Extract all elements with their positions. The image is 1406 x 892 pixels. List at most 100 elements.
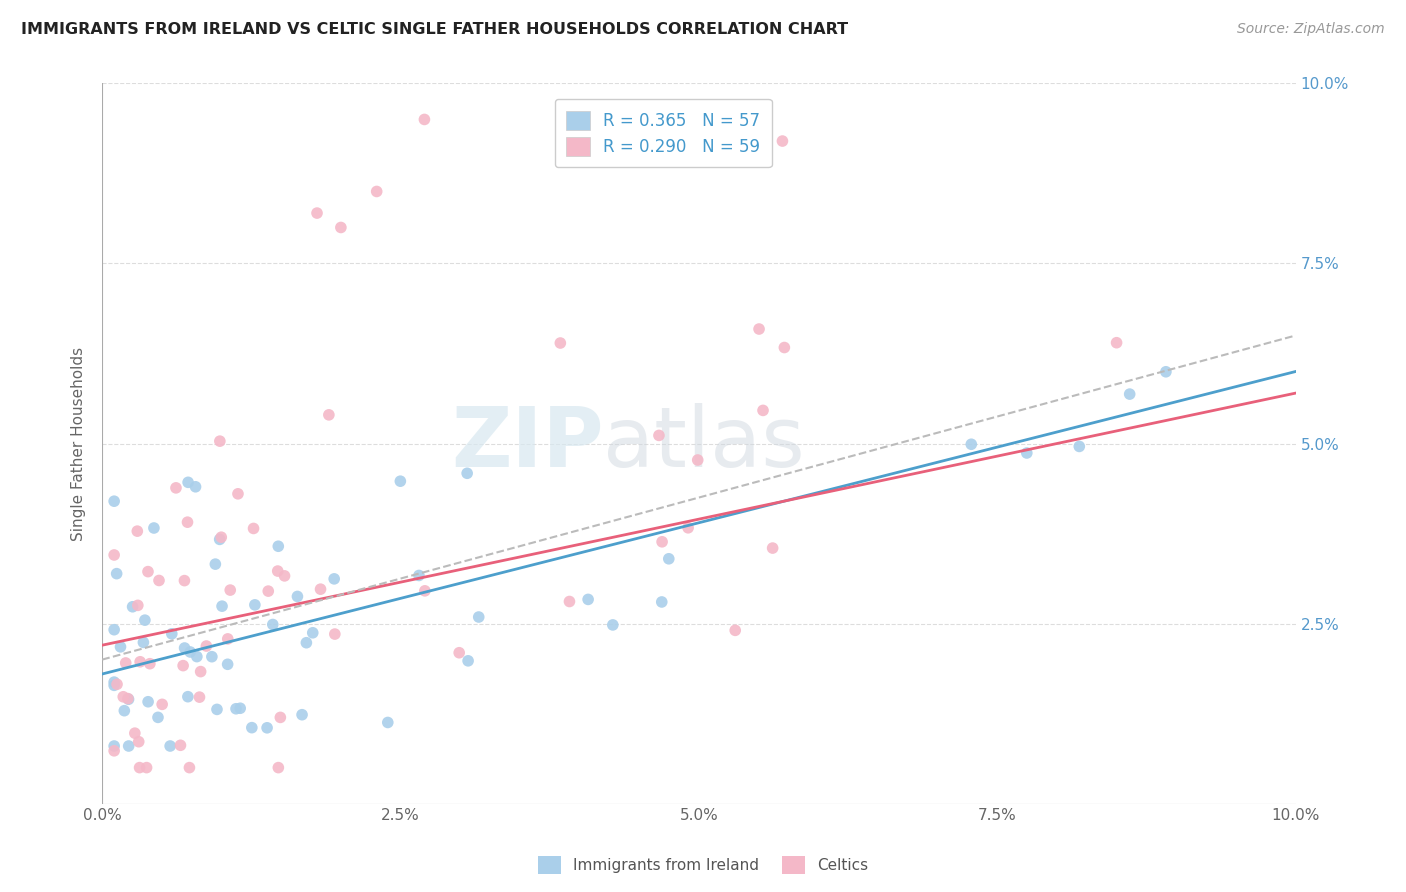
Point <box>229 701 252 715</box>
Point <box>576 592 599 607</box>
Point <box>323 627 346 641</box>
Point <box>142 521 165 535</box>
Point <box>105 677 128 691</box>
Point <box>217 632 239 646</box>
Point <box>177 475 200 490</box>
Point <box>295 636 318 650</box>
Point <box>651 534 673 549</box>
Point <box>323 572 346 586</box>
Point <box>226 487 249 501</box>
Point <box>103 744 125 758</box>
Point <box>309 582 332 597</box>
Point <box>240 721 263 735</box>
Point <box>201 649 224 664</box>
Point <box>267 761 290 775</box>
Point <box>186 649 208 664</box>
Point <box>148 574 170 588</box>
Point <box>136 695 159 709</box>
Point <box>648 428 671 442</box>
Y-axis label: Single Father Households: Single Father Households <box>72 346 86 541</box>
Point <box>1118 387 1140 401</box>
Text: atlas: atlas <box>603 403 806 484</box>
Point <box>132 635 155 649</box>
Point <box>127 599 149 613</box>
Point <box>128 735 150 749</box>
Point <box>150 698 173 712</box>
Point <box>1069 439 1091 453</box>
Point <box>173 640 195 655</box>
Point <box>124 726 146 740</box>
Point <box>686 453 709 467</box>
Legend: R = 0.365   N = 57, R = 0.290   N = 59: R = 0.365 N = 57, R = 0.290 N = 59 <box>554 99 772 168</box>
Point <box>103 548 125 562</box>
Point <box>121 599 143 614</box>
Point <box>219 583 242 598</box>
Point <box>770 134 793 148</box>
Point <box>676 521 699 535</box>
Point <box>467 610 489 624</box>
Point <box>165 481 187 495</box>
Point <box>456 467 478 481</box>
Point <box>136 565 159 579</box>
Point <box>242 521 264 535</box>
Point <box>413 112 436 127</box>
Point <box>204 557 226 571</box>
Point <box>208 533 231 547</box>
Text: Source: ZipAtlas.com: Source: ZipAtlas.com <box>1237 22 1385 37</box>
Point <box>209 530 232 544</box>
Point <box>205 702 228 716</box>
Point <box>329 220 352 235</box>
Text: IMMIGRANTS FROM IRELAND VS CELTIC SINGLE FATHER HOUSEHOLDS CORRELATION CHART: IMMIGRANTS FROM IRELAND VS CELTIC SINGLE… <box>21 22 848 37</box>
Point <box>724 624 747 638</box>
Point <box>366 185 388 199</box>
Point <box>117 692 139 706</box>
Point <box>184 480 207 494</box>
Point <box>134 613 156 627</box>
Point <box>177 690 200 704</box>
Text: ZIP: ZIP <box>451 403 603 484</box>
Point <box>176 515 198 529</box>
Point <box>550 336 572 351</box>
Point <box>389 474 412 488</box>
Point <box>1105 335 1128 350</box>
Point <box>160 627 183 641</box>
Point <box>128 761 150 775</box>
Point <box>762 541 785 555</box>
Point <box>267 539 290 553</box>
Point <box>558 594 581 608</box>
Legend: Immigrants from Ireland, Celtics: Immigrants from Ireland, Celtics <box>531 850 875 880</box>
Point <box>257 584 280 599</box>
Point <box>135 761 157 775</box>
Point <box>773 341 796 355</box>
Point <box>110 640 132 654</box>
Point <box>269 710 291 724</box>
Point <box>748 322 770 336</box>
Point <box>267 564 290 578</box>
Point <box>179 645 201 659</box>
Point <box>159 739 181 753</box>
Point <box>190 665 212 679</box>
Point <box>217 657 239 672</box>
Point <box>273 569 295 583</box>
Point <box>602 618 624 632</box>
Point <box>103 623 125 637</box>
Point <box>960 437 983 451</box>
Point <box>103 675 125 690</box>
Point <box>195 639 218 653</box>
Point <box>127 524 149 538</box>
Point <box>129 655 152 669</box>
Point <box>449 646 471 660</box>
Point <box>457 654 479 668</box>
Point <box>651 595 673 609</box>
Point <box>146 710 169 724</box>
Point <box>256 721 278 735</box>
Point <box>287 590 309 604</box>
Point <box>103 739 125 753</box>
Point <box>179 761 201 775</box>
Point <box>262 617 284 632</box>
Point <box>211 599 233 614</box>
Point <box>225 702 247 716</box>
Point <box>112 704 135 718</box>
Point <box>305 206 328 220</box>
Point <box>173 574 195 588</box>
